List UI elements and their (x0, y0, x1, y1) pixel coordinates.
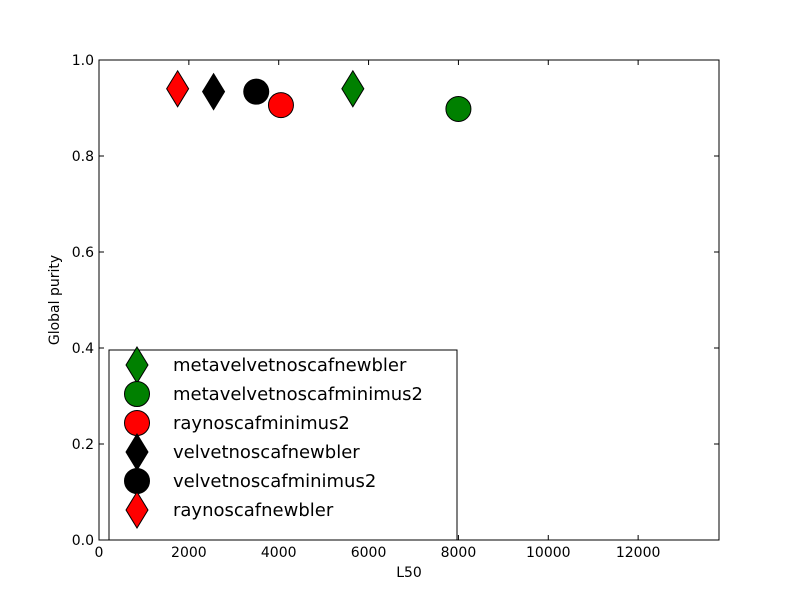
x-tick-label: 10000 (526, 545, 571, 561)
legend-box (108, 349, 458, 541)
legend-label: raynoscafnewbler (173, 500, 334, 521)
y-tick-label: 0.8 (72, 149, 94, 165)
legend: metavelvetnoscafnewbler metavelvetnoscafm… (108, 346, 458, 541)
axis-ticks: 0 2000 4000 6000 8000 10000 12000 0.0 0.2 0.4 0.6 0… (72, 53, 719, 561)
legend-label: metavelvetnoscafminimus2 (173, 384, 423, 405)
data-point-velvetnoscafminimus2 (243, 78, 270, 105)
data-point-metavelvetnoscafminimus2 (445, 95, 472, 122)
legend-marker-metavelvetnoscafminimus2 (124, 381, 150, 407)
legend-label: velvetnoscafnewbler (173, 442, 360, 463)
x-tick-label: 4000 (261, 545, 297, 561)
data-point-velvetnoscafnewbler (201, 72, 226, 111)
x-tick-label: 12000 (616, 545, 661, 561)
y-tick-label: 0.6 (72, 245, 94, 261)
data-point-metavelvetnoscafnewbler (341, 69, 365, 108)
x-tick-label: 2000 (171, 545, 207, 561)
y-tick-label: 0.0 (72, 533, 94, 549)
legend-label: metavelvetnoscafnewbler (173, 355, 407, 376)
data-points (166, 69, 472, 122)
legend-marker-raynoscafnewbler (125, 491, 149, 529)
x-tick-label: 6000 (351, 545, 387, 561)
y-tick-label: 0.4 (72, 341, 94, 357)
legend-label: raynoscafminimus2 (173, 413, 350, 434)
y-axis-label: Global purity (47, 255, 63, 345)
legend-marker-raynoscafminimus2 (124, 410, 150, 436)
y-tick-label: 1.0 (72, 53, 94, 69)
x-axis-label: L50 (396, 565, 422, 581)
data-point-raynoscafminimus2 (267, 92, 294, 119)
legend-marker-velvetnoscafminimus2 (124, 468, 150, 494)
legend-label: velvetnoscafminimus2 (173, 471, 376, 492)
x-tick-label: 0 (95, 545, 104, 561)
y-tick-label: 0.2 (72, 437, 94, 453)
data-point-raynoscafnewbler (166, 69, 190, 108)
x-tick-label: 8000 (441, 545, 477, 561)
